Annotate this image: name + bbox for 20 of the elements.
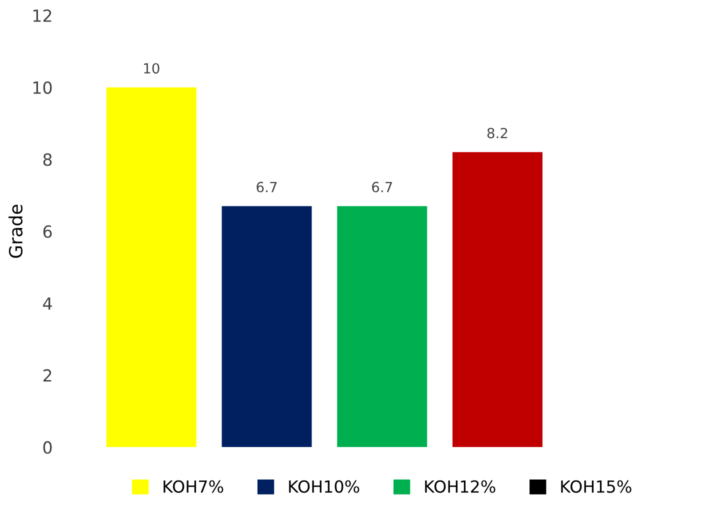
- bar: [106, 87, 196, 448]
- data-label: 10: [144, 63, 160, 74]
- data-label: 6.7: [256, 182, 277, 192]
- y-tick-label: 8: [43, 153, 52, 166]
- y-axis-title: Grade: [8, 204, 23, 258]
- legend-label: KOH12%: [425, 480, 496, 493]
- y-tick-label: 2: [43, 369, 52, 382]
- bar: [452, 152, 542, 448]
- legend-label: KOH7%: [164, 480, 224, 493]
- y-tick-label: 6: [43, 225, 52, 238]
- y-tick-label: 10: [33, 81, 52, 94]
- y-tick-label: 4: [43, 297, 52, 310]
- data-label: 6.7: [372, 182, 392, 192]
- legend-label: KOH15%: [561, 480, 632, 493]
- legend-label: KOH10%: [289, 480, 360, 493]
- y-tick-label: 0: [43, 441, 52, 454]
- data-label: 8.2: [487, 128, 508, 138]
- y-tick-label: 12: [33, 9, 52, 22]
- bar: [222, 206, 312, 448]
- bar: [337, 206, 428, 448]
